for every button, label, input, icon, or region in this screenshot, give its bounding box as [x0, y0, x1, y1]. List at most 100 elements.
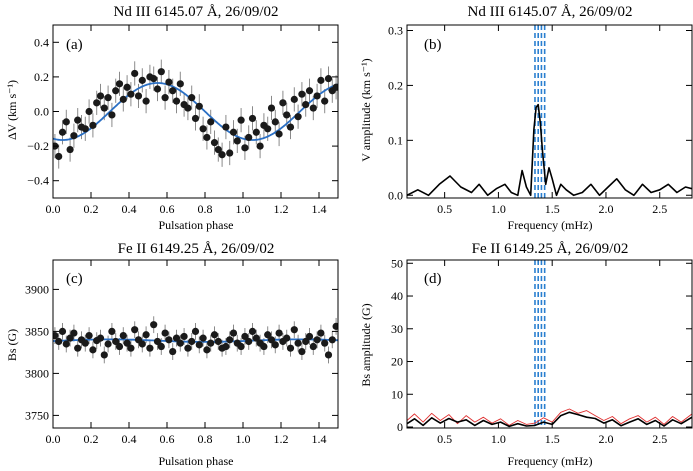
panel-d-xlabel: Frequency (mHz): [508, 454, 593, 468]
data-point: [264, 125, 272, 133]
data-point: [298, 347, 306, 356]
data-point: [294, 113, 302, 121]
data-point: [275, 329, 283, 337]
data-point: [62, 118, 70, 126]
x-tick-label: 2.0: [598, 202, 613, 216]
panel-c-label: (c): [66, 271, 83, 287]
data-point: [142, 97, 150, 105]
data-point: [115, 342, 124, 351]
y-tick-label: 0.3: [388, 23, 403, 37]
panel-a-ylabel: ΔV (km s⁻¹): [5, 80, 19, 140]
data-point: [324, 75, 333, 83]
x-tick-label: 0.5: [437, 432, 452, 446]
data-point: [104, 94, 112, 102]
x-tick-label: 1.2: [274, 432, 289, 446]
data-point: [150, 321, 158, 329]
data-point: [108, 327, 116, 335]
plot-area: [53, 59, 338, 169]
data-point: [157, 68, 165, 76]
data-point: [305, 332, 314, 341]
data-point: [290, 95, 298, 103]
data-point: [199, 125, 207, 133]
data-point: [283, 334, 291, 342]
data-point: [188, 337, 196, 346]
panel-d-plot: 0.5 1.0 1.5 2.0 2.5 0 10 20 30 40 50: [391, 256, 693, 446]
data-point: [279, 99, 287, 107]
panel-b: Nd III 6145.07 Å, 26/09/02 0.5 1.0 1.5 2.0 2…: [359, 4, 693, 232]
data-point: [96, 334, 105, 342]
data-point: [264, 331, 272, 339]
data-point: [241, 144, 249, 152]
data-point: [191, 327, 200, 335]
axes-frame: [406, 259, 693, 429]
y-tick-label: 30: [391, 322, 403, 336]
data-point: [195, 102, 203, 110]
panel-a-xlabel: Pulsation phase: [159, 218, 234, 232]
data-point: [309, 342, 317, 351]
y-tick-label: 50: [391, 256, 403, 270]
panel-d-label: (d): [424, 271, 442, 287]
data-point: [74, 344, 82, 352]
data-point: [191, 114, 200, 123]
data-point: [210, 331, 219, 339]
data-point: [283, 111, 291, 119]
data-point: [286, 123, 295, 131]
data-point: [108, 111, 116, 119]
data-point: [53, 332, 59, 340]
data-point: [188, 94, 196, 102]
x-tick-label: 0.4: [122, 432, 137, 446]
data-point: [115, 80, 124, 88]
y-tick-label: 0.0: [388, 188, 403, 202]
data-point: [302, 337, 310, 346]
data-point: [260, 342, 268, 351]
panel-c-title: Fe II 6149.25 Å, 26/09/02: [118, 241, 275, 257]
data-point: [271, 341, 279, 349]
plot-area: [53, 316, 338, 364]
y-tick-label: 20: [391, 355, 403, 369]
y-tick-label: 40: [391, 289, 403, 303]
data-point: [226, 336, 234, 344]
panel-c-ylabel: Bs (G): [5, 329, 19, 361]
data-point: [267, 104, 276, 112]
data-point: [150, 75, 158, 83]
data-point: [305, 87, 314, 95]
data-point: [146, 344, 154, 352]
data-point: [153, 337, 162, 346]
data-point: [138, 340, 146, 348]
x-tick-label: 2.5: [652, 202, 667, 216]
panel-d-title: Fe II 6149.25 Å, 26/09/02: [472, 241, 629, 257]
y-tick-label: 0.2: [388, 78, 403, 92]
data-point: [131, 326, 139, 334]
x-tick-label: 1.0: [491, 202, 506, 216]
data-point: [138, 76, 146, 84]
data-point: [58, 327, 67, 335]
data-point: [74, 116, 82, 124]
data-point: [70, 329, 78, 337]
x-tick-label: 0.4: [122, 202, 137, 216]
x-tick-label: 2.5: [652, 432, 667, 446]
panel-d-ylabel: Bs amplitude (G): [359, 303, 373, 386]
panel-c-xlabel: Pulsation phase: [159, 454, 234, 468]
data-point: [245, 133, 253, 142]
data-point: [324, 351, 333, 359]
panel-b-title: Nd III 6145.07 Å, 26/09/02: [468, 4, 633, 20]
y-tick-label: 3800: [25, 366, 49, 380]
panel-a-title: Nd III 6145.07 Å, 26/09/02: [114, 4, 279, 20]
data-point: [104, 340, 112, 348]
data-point: [100, 351, 108, 359]
x-tick-label: 0.2: [84, 202, 99, 216]
data-point: [233, 137, 241, 145]
data-point: [180, 332, 188, 341]
data-point: [119, 95, 127, 103]
x-tick-label: 0.6: [160, 202, 175, 216]
x-tick-label: 0.8: [198, 432, 213, 446]
data-point: [85, 332, 93, 340]
series-line: [407, 411, 692, 428]
data-point: [214, 145, 222, 154]
panel-b-label: (b): [424, 37, 442, 53]
data-point: [100, 104, 108, 112]
data-point: [134, 92, 143, 100]
data-point: [290, 326, 298, 334]
y-tick-label: 0.2: [34, 70, 49, 84]
